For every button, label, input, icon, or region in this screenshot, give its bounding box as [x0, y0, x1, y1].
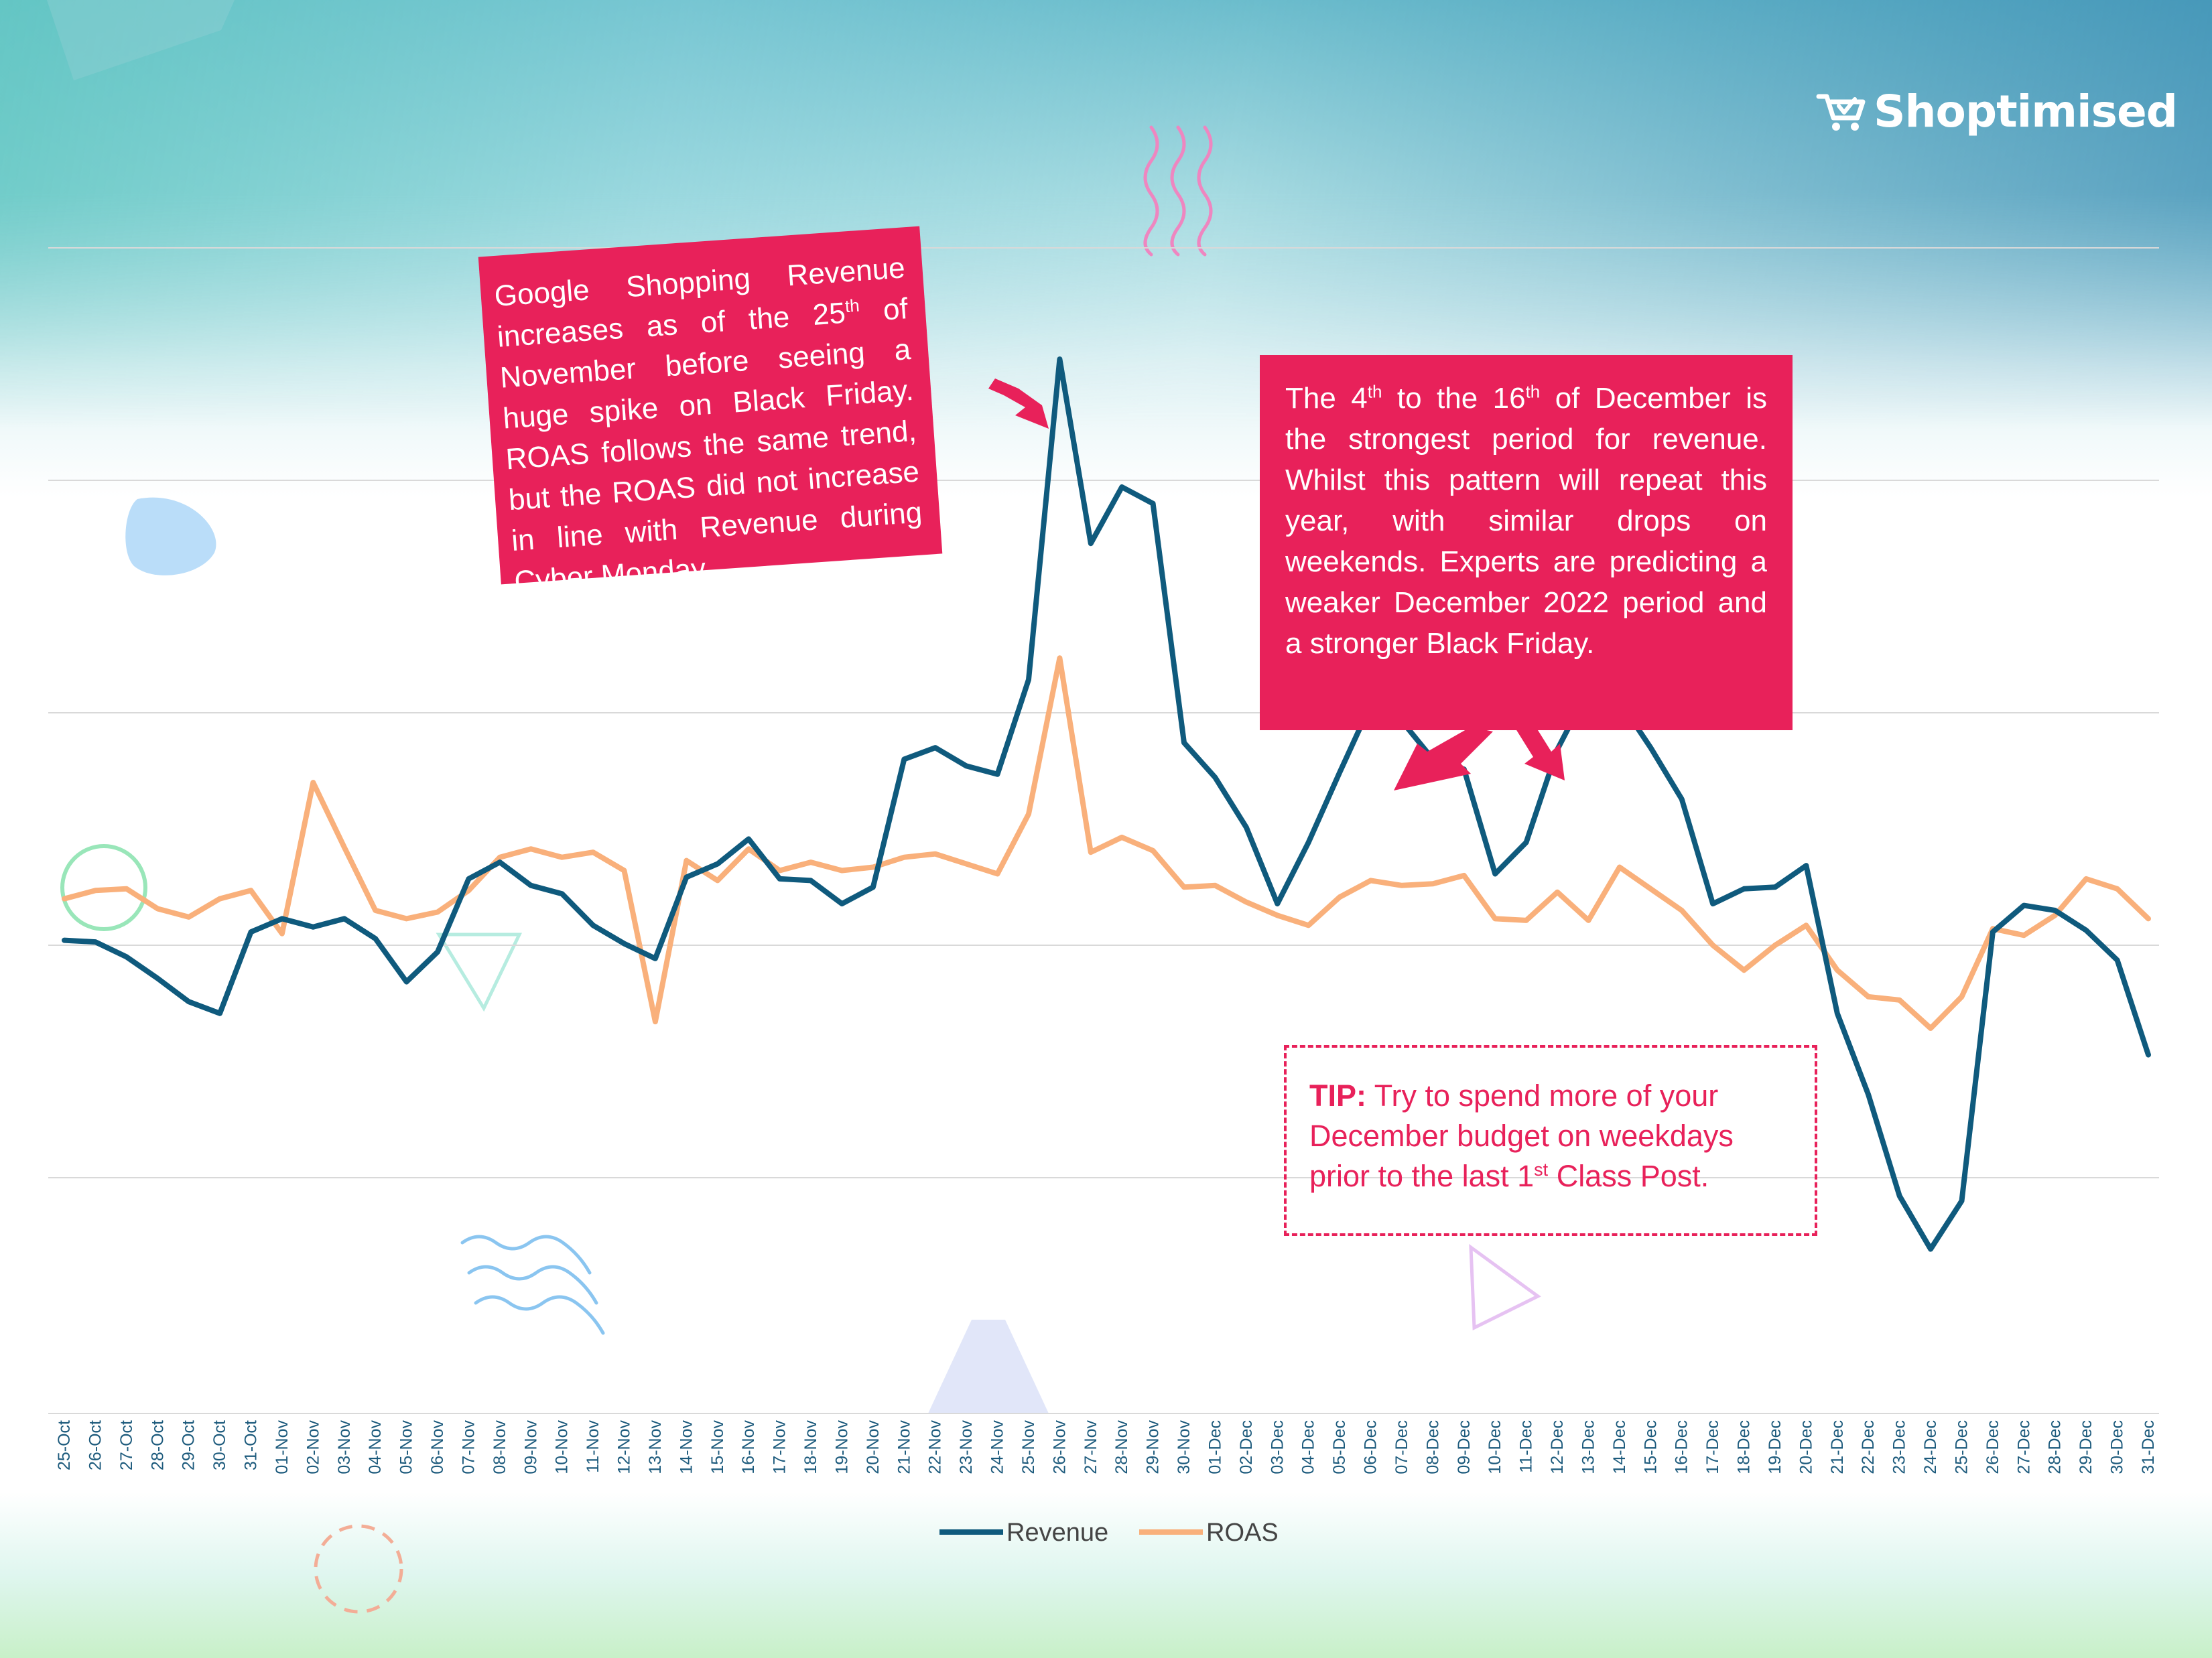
- x-tick-label: 12-Nov: [615, 1420, 634, 1474]
- x-tick-label: 29-Nov: [1144, 1420, 1163, 1474]
- x-tick-label: 01-Nov: [273, 1420, 291, 1474]
- brand-logo: Shoptimised: [1816, 86, 2178, 137]
- tip-label: TIP:: [1309, 1079, 1366, 1113]
- x-tick-label: 23-Nov: [957, 1420, 976, 1474]
- x-tick-label: 29-Dec: [2077, 1420, 2095, 1474]
- x-tick-label: 16-Nov: [739, 1420, 758, 1474]
- x-tick-label: 29-Oct: [180, 1420, 198, 1470]
- x-tick-label: 22-Dec: [1859, 1420, 1878, 1474]
- x-tick-label: 07-Nov: [459, 1420, 478, 1474]
- x-tick-label: 22-Nov: [926, 1420, 945, 1474]
- legend-roas-label: ROAS: [1206, 1519, 1279, 1547]
- x-tick-label: 25-Dec: [1952, 1420, 1971, 1474]
- x-tick-label: 30-Nov: [1175, 1420, 1193, 1474]
- x-tick-label: 20-Nov: [864, 1420, 883, 1474]
- x-tick-label: 10-Nov: [553, 1420, 572, 1474]
- x-tick-label: 26-Dec: [1983, 1420, 2002, 1474]
- x-tick-label: 11-Nov: [584, 1420, 602, 1473]
- cart-icon: [1816, 94, 1866, 131]
- tip-box: TIP: Try to spend more of your December …: [1284, 1045, 1817, 1236]
- x-tick-label: 07-Dec: [1392, 1420, 1411, 1474]
- x-tick-label: 28-Dec: [2046, 1420, 2065, 1474]
- x-tick-label: 30-Dec: [2108, 1420, 2127, 1474]
- series-line-revenue: [62, 356, 2151, 1252]
- x-tick-label: 17-Nov: [771, 1420, 789, 1474]
- x-tick-label: 15-Nov: [708, 1420, 727, 1474]
- x-tick-label: 20-Dec: [1797, 1420, 1815, 1474]
- x-tick-label: 27-Dec: [2014, 1420, 2033, 1474]
- x-tick-label: 31-Dec: [2139, 1420, 2158, 1474]
- x-tick-label: 18-Dec: [1735, 1420, 1754, 1474]
- x-tick-label: 15-Dec: [1641, 1420, 1660, 1474]
- callout-arrows: [988, 378, 1565, 790]
- x-tick-label: 11-Dec: [1517, 1420, 1536, 1473]
- x-tick-label: 18-Nov: [801, 1420, 820, 1474]
- x-tick-label: 05-Nov: [397, 1420, 416, 1474]
- x-tick-label: 02-Dec: [1237, 1420, 1256, 1474]
- x-tick-label: 14-Dec: [1610, 1420, 1629, 1474]
- callout-december: The 4th to the 16th of December is the s…: [1260, 355, 1793, 730]
- x-tick-label: 02-Nov: [304, 1420, 322, 1474]
- x-tick-label: 08-Dec: [1423, 1420, 1442, 1474]
- header-gradient: [0, 0, 2212, 429]
- x-tick-label: 21-Dec: [1828, 1420, 1847, 1474]
- x-tick-label: 30-Oct: [210, 1420, 229, 1470]
- x-tick-label: 05-Dec: [1330, 1420, 1349, 1474]
- x-tick-label: 27-Oct: [117, 1420, 136, 1470]
- x-tick-label: 12-Dec: [1548, 1420, 1567, 1474]
- x-tick-label: 25-Oct: [55, 1420, 74, 1470]
- x-tick-label: 09-Dec: [1455, 1420, 1474, 1474]
- x-tick-label: 19-Dec: [1766, 1420, 1784, 1474]
- x-tick-label: 28-Nov: [1112, 1420, 1131, 1474]
- x-tick-label: 08-Nov: [491, 1420, 509, 1474]
- chart-legend: Revenue ROAS: [939, 1519, 1279, 1547]
- x-tick-label: 19-Nov: [832, 1420, 851, 1474]
- x-tick-label: 03-Nov: [335, 1420, 354, 1474]
- x-tick-label: 25-Nov: [1019, 1420, 1038, 1474]
- x-tick-label: 26-Nov: [1050, 1420, 1069, 1474]
- x-tick-label: 28-Oct: [148, 1420, 167, 1470]
- x-tick-label: 06-Nov: [428, 1420, 447, 1474]
- gridlines: [48, 247, 2159, 1414]
- x-tick-label: 17-Dec: [1703, 1420, 1722, 1474]
- x-tick-label: 03-Dec: [1268, 1420, 1287, 1474]
- x-tick-label: 23-Dec: [1890, 1420, 1909, 1474]
- x-tick-label: 01-Dec: [1206, 1420, 1224, 1474]
- x-tick-label: 21-Nov: [895, 1420, 913, 1474]
- x-tick-label: 31-Oct: [242, 1420, 261, 1470]
- x-tick-label: 10-Dec: [1486, 1420, 1504, 1474]
- x-tick-label: 09-Nov: [521, 1420, 540, 1474]
- brand-name: Shoptimised: [1874, 86, 2178, 137]
- x-tick-label: 24-Dec: [1921, 1420, 1940, 1474]
- x-tick-label: 06-Dec: [1362, 1420, 1380, 1474]
- x-tick-label: 27-Nov: [1082, 1420, 1100, 1474]
- x-axis-labels: 25-Oct 26-Oct 27-Oct 28-Oct 29-Oct 30-Oct 31-O…: [55, 1420, 2158, 1474]
- x-tick-label: 26-Oct: [86, 1420, 105, 1470]
- decorations: [47, 0, 1541, 1614]
- x-tick-label: 04-Nov: [366, 1420, 385, 1474]
- series-layer: [62, 356, 2151, 1252]
- x-tick-label: 14-Nov: [677, 1420, 696, 1474]
- x-tick-label: 24-Nov: [988, 1420, 1007, 1474]
- legend-revenue-label: Revenue: [1006, 1519, 1108, 1547]
- x-tick-label: 16-Dec: [1673, 1420, 1691, 1474]
- x-tick-label: 13-Nov: [646, 1420, 665, 1474]
- x-tick-label: 13-Dec: [1579, 1420, 1598, 1474]
- x-tick-label: 04-Dec: [1299, 1420, 1318, 1474]
- series-line-roas: [62, 655, 2151, 1031]
- callout-black-friday: Google Shopping Revenue increases as of …: [478, 226, 943, 598]
